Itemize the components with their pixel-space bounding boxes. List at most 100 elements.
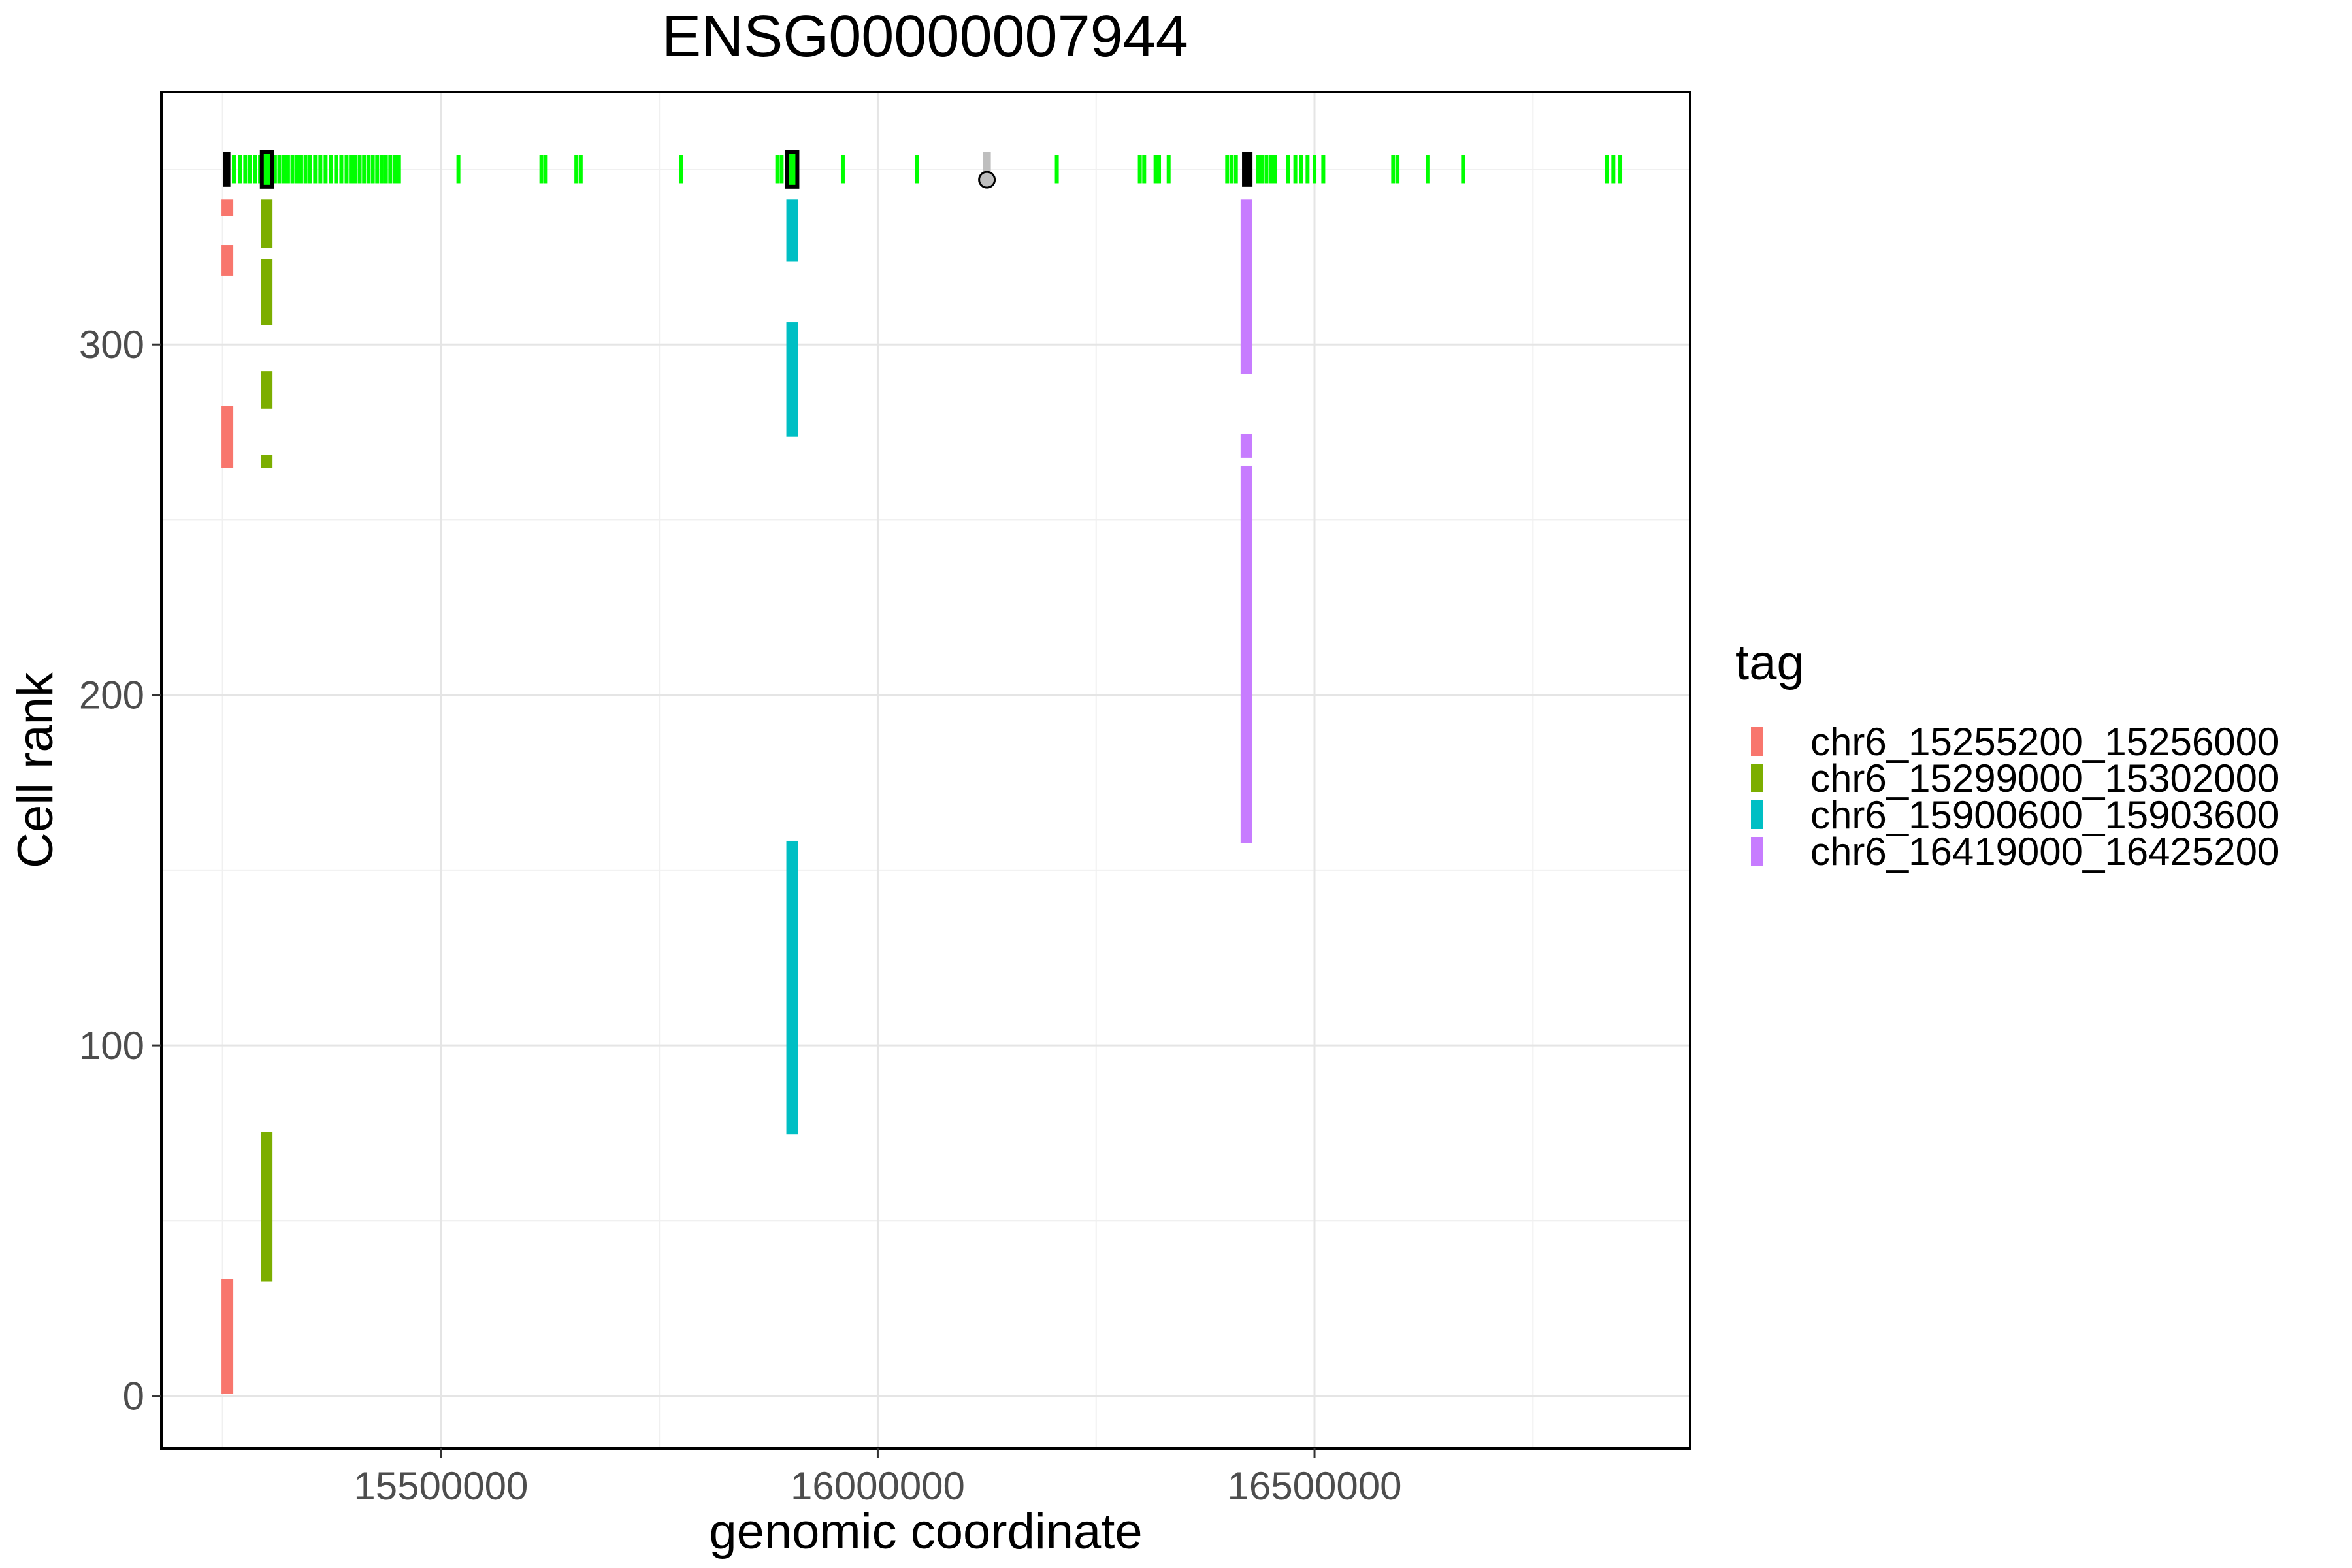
gene-feature — [339, 155, 344, 184]
gene-feature — [379, 155, 384, 184]
gene-feature — [1153, 155, 1158, 184]
series-chr6_15900600_15903600 — [786, 199, 798, 1135]
series-layer — [221, 199, 1252, 1394]
series-chr6_15255200_15256000 — [221, 199, 234, 1394]
peak-highlight-box — [259, 150, 274, 189]
plot-area — [161, 92, 1690, 1448]
gene-feature — [544, 155, 548, 184]
gene-feature — [388, 155, 393, 184]
gene-feature — [1256, 155, 1260, 184]
legend-item: chr6_16419000_16425200 — [1751, 830, 2279, 874]
legend-key — [1751, 800, 1763, 829]
gene-feature — [299, 155, 303, 184]
gene-feature — [1461, 155, 1465, 184]
legend-item: chr6_15900600_15903600 — [1751, 793, 2279, 837]
gene-feature — [290, 155, 295, 184]
y-tick-label: 0 — [123, 1375, 144, 1418]
data-segment — [221, 406, 234, 468]
data-segment — [261, 199, 273, 248]
legend-label: chr6_16419000_16425200 — [1810, 830, 2279, 874]
gene-feature — [1321, 155, 1326, 184]
data-segment — [1240, 434, 1252, 458]
gene-feature — [1286, 155, 1290, 184]
data-segment — [786, 199, 798, 262]
x-axis-ticks: 15500000 16000000 16500000 — [353, 1448, 1402, 1508]
y-tick-label: 200 — [79, 674, 144, 717]
gene-feature — [574, 155, 579, 184]
data-segment — [1240, 465, 1252, 843]
legend-item: chr6_15299000_15302000 — [1751, 757, 2279, 800]
data-segment — [261, 1132, 273, 1282]
gene-feature — [253, 155, 257, 184]
gene-feature — [318, 155, 323, 184]
gene-feature — [349, 155, 353, 184]
gene-feature — [303, 155, 308, 184]
legend-label: chr6_15255200_15256000 — [1810, 720, 2279, 764]
gene-feature — [295, 155, 299, 184]
gene-feature — [1605, 155, 1609, 184]
chart-title: ENSG00000007944 — [662, 4, 1188, 69]
series-chr6_15299000_15302000 — [261, 199, 273, 1282]
legend-key — [1751, 764, 1763, 792]
gene-feature — [1299, 155, 1303, 184]
gene-feature — [308, 155, 312, 184]
grid-minor — [161, 92, 1690, 1448]
gene-feature — [282, 155, 286, 184]
gene-feature — [1618, 155, 1623, 184]
y-tick-label: 100 — [79, 1024, 144, 1068]
data-segment — [261, 455, 273, 468]
gene-feature — [362, 155, 367, 184]
gene-feature — [775, 155, 779, 184]
legend: tag chr6_15255200_15256000chr6_15299000_… — [1735, 635, 2279, 874]
gene-feature — [915, 155, 919, 184]
gene-feature — [344, 155, 349, 184]
gene-track-layer — [223, 150, 1623, 189]
gene-feature — [1611, 155, 1616, 184]
gene-feature — [1391, 155, 1396, 184]
x-axis-title: genomic coordinate — [709, 1504, 1142, 1560]
peak-highlight-box — [223, 152, 231, 187]
gene-feature — [323, 155, 328, 184]
gene-feature — [1293, 155, 1298, 184]
gene-feature — [243, 155, 248, 184]
gene-feature — [397, 155, 401, 184]
data-segment — [261, 371, 273, 409]
gene-feature — [1313, 155, 1317, 184]
gene-feature — [238, 155, 242, 184]
legend-title: tag — [1735, 635, 1805, 691]
gene-feature — [334, 155, 338, 184]
gene-feature — [353, 155, 357, 184]
legend-items: chr6_15255200_15256000chr6_15299000_1530… — [1751, 720, 2279, 874]
x-tick-label: 16500000 — [1228, 1464, 1402, 1508]
gene-feature — [1269, 155, 1273, 184]
gene-feature — [231, 155, 236, 184]
gene-feature — [393, 155, 397, 184]
gene-feature — [1225, 155, 1230, 184]
gene-feature — [1426, 155, 1430, 184]
gene-feature — [272, 155, 277, 184]
gene-feature — [456, 155, 461, 184]
x-tick-label: 15500000 — [353, 1464, 528, 1508]
data-segment — [221, 1279, 234, 1394]
y-axis-title: Cell rank — [8, 672, 63, 868]
legend-label: chr6_15299000_15302000 — [1810, 757, 2279, 800]
peak-highlight-box — [785, 150, 800, 189]
gene-feature — [370, 155, 375, 184]
gene-feature — [1305, 155, 1310, 184]
series-chr6_16419000_16425200 — [1240, 199, 1252, 843]
legend-key — [1751, 837, 1763, 866]
gene-feature — [1230, 155, 1233, 184]
gene-feature — [1233, 155, 1238, 184]
data-segment — [1240, 199, 1252, 374]
data-segment — [221, 199, 234, 216]
gene-feature — [1054, 155, 1059, 184]
data-segment — [261, 259, 273, 325]
plot-border — [160, 91, 1691, 1450]
legend-label: chr6_15900600_15903600 — [1810, 793, 2279, 837]
data-segment — [221, 245, 234, 276]
x-tick-label: 16000000 — [791, 1464, 965, 1508]
gene-feature — [539, 155, 544, 184]
gene-feature — [1157, 155, 1162, 184]
gene-feature — [366, 155, 370, 184]
y-axis-ticks: 0 100 200 300 — [79, 323, 161, 1418]
